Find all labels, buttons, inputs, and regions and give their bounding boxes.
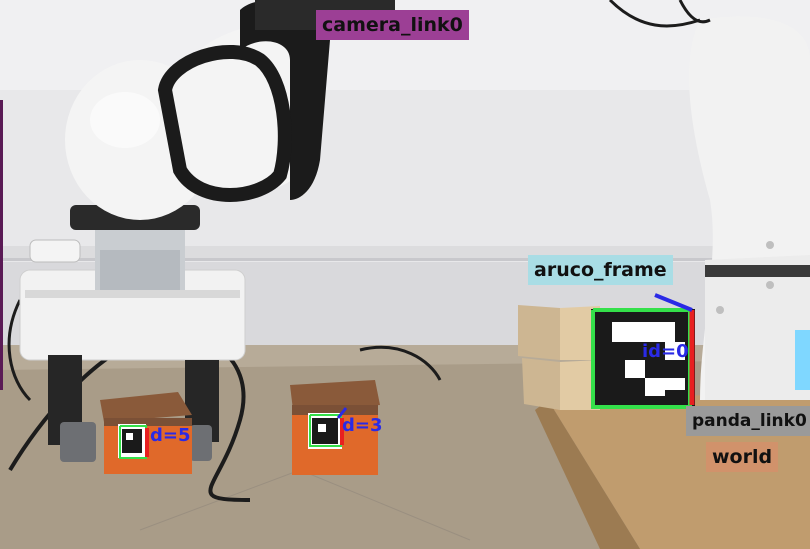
aruco-frame-label: aruco_frame (528, 255, 673, 285)
big-marker-id: id=0 (642, 341, 689, 362)
left-box-marker-id: d=5 (150, 425, 191, 446)
camera-link-label: camera_link0 (316, 10, 469, 40)
middle-box-marker-id: d=3 (342, 415, 383, 436)
world-label: world (706, 442, 779, 472)
window-edge (0, 100, 3, 390)
panda-link-label: panda_link0 (686, 406, 810, 436)
